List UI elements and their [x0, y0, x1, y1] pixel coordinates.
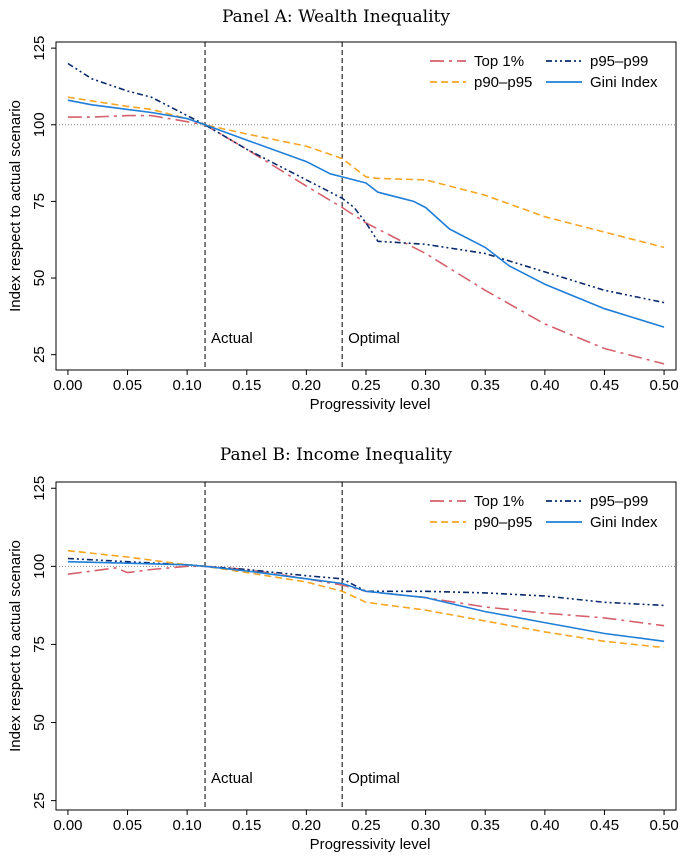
panel-a: Panel A: Wealth Inequality 0.00 0.05 0.10 0.… [7, 7, 679, 413]
x-tick-label: 0.25 [351, 817, 380, 834]
legend-label: p95–p99 [590, 493, 648, 510]
legend-label: p95–p99 [590, 53, 648, 70]
x-axis-title: Progressivity level [310, 396, 431, 413]
x-tick-label: 0.05 [113, 817, 142, 834]
y-tick-label: 75 [31, 636, 48, 653]
y-axis-title: Index respect to actual scenario [7, 540, 24, 752]
series-line-p90-p95 [67, 549, 665, 649]
legend-label: Top 1% [474, 53, 524, 70]
x-tick-label: 0.50 [649, 817, 678, 834]
legend-label: p90–p95 [474, 74, 532, 91]
y-tick-label: 125 [31, 36, 48, 61]
series-line-p90-p95 [67, 96, 665, 249]
vline-label-optimal: Optimal [348, 770, 400, 787]
x-tick-label: 0.40 [530, 817, 559, 834]
panel-title: Panel A: Wealth Inequality [222, 7, 450, 27]
series-line-top-1- [67, 114, 665, 365]
legend-label: Top 1% [474, 493, 524, 510]
series-line-p95-p99 [67, 557, 665, 607]
series-line-gini-index [67, 99, 665, 328]
x-tick-label: 0.00 [53, 377, 82, 394]
vline-label-actual: Actual [211, 770, 253, 787]
series-line-gini-index [67, 560, 665, 643]
legend-label: Gini Index [590, 74, 658, 91]
x-tick-label: 0.10 [173, 377, 202, 394]
plot-frame [55, 481, 677, 811]
x-tick-label: 0.45 [590, 377, 619, 394]
panel-title: Panel B: Income Inequality [220, 445, 453, 465]
x-tick-label: 0.40 [530, 377, 559, 394]
x-tick-label: 0.05 [113, 377, 142, 394]
y-tick-label: 100 [31, 112, 48, 137]
y-axis-title: Index respect to actual scenario [7, 100, 24, 312]
series-line-p95-p99 [67, 62, 665, 304]
plot-frame [55, 41, 677, 371]
x-tick-label: 0.15 [232, 377, 261, 394]
x-axis-title: Progressivity level [310, 836, 431, 853]
series-line-top-1- [67, 565, 665, 627]
x-tick-label: 0.10 [173, 817, 202, 834]
x-tick-label: 0.20 [292, 817, 321, 834]
y-tick-label: 75 [31, 193, 48, 210]
x-tick-label: 0.30 [411, 817, 440, 834]
vline-label-actual: Actual [211, 330, 253, 347]
y-tick-label: 100 [31, 554, 48, 579]
legend-label: Gini Index [590, 514, 658, 531]
x-tick-label: 0.30 [411, 377, 440, 394]
x-tick-label: 0.50 [649, 377, 678, 394]
x-tick-label: 0.00 [53, 817, 82, 834]
x-tick-label: 0.35 [471, 377, 500, 394]
y-tick-label: 125 [31, 476, 48, 501]
y-tick-label: 25 [31, 346, 48, 363]
x-tick-label: 0.25 [351, 377, 380, 394]
vline-label-optimal: Optimal [348, 330, 400, 347]
x-tick-label: 0.45 [590, 817, 619, 834]
y-tick-label: 50 [31, 270, 48, 287]
y-tick-label: 25 [31, 792, 48, 809]
x-tick-label: 0.15 [232, 817, 261, 834]
x-tick-label: 0.20 [292, 377, 321, 394]
legend-label: p90–p95 [474, 514, 532, 531]
x-tick-label: 0.35 [471, 817, 500, 834]
panel-b: Panel B: Income Inequality 0.00 0.05 0.10 0.… [7, 445, 679, 853]
y-tick-label: 50 [31, 714, 48, 731]
